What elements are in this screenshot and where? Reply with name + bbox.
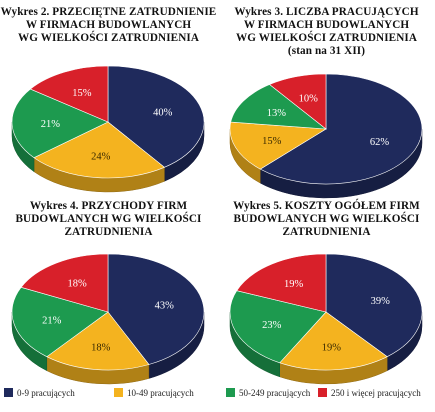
pie-chart: 40% 24% 21% 15%: [11, 65, 205, 193]
legend-item: 10-49 pracujących: [114, 388, 194, 398]
pie-slice: [33, 121, 166, 179]
pie-top: [11, 253, 205, 371]
pie-labels: 39% 19% 23% 19%: [262, 279, 390, 353]
pie-slice: [107, 65, 205, 168]
chart-title-line: Wykres 4. PRZYCHODY FIRM: [29, 200, 188, 212]
pie-slice-label: 21%: [42, 316, 62, 327]
chart-title-line: BUDOWLANYCH WG WIELKOŚCI: [15, 213, 202, 225]
chart-title: Wykres 4. PRZYCHODY FIRM BUDOWLANYCH WG …: [0, 200, 217, 239]
pie-labels: 62% 15% 13% 10%: [262, 94, 389, 149]
pie-slice-label: 18%: [91, 343, 111, 354]
pie-slice: [259, 73, 423, 185]
pie-slice: [11, 88, 109, 159]
pie-slice-label: 39%: [371, 296, 391, 307]
pie-slice-label: 21%: [41, 119, 61, 130]
legend-item: 50-249 pracujących: [226, 388, 310, 398]
pie-slice-label: 19%: [322, 343, 342, 354]
legend-label: 50-249 pracujących: [239, 388, 311, 398]
chart-title-line: Wykres 5. KOSZTY OGÓŁEM FIRM: [233, 200, 420, 212]
pie-slice-label: 15%: [262, 136, 282, 147]
legend-item: 250 i więcej pracujących: [318, 388, 421, 398]
chart-title-line: BUDOWLANYCH WG WIELKOŚCI: [233, 213, 420, 225]
pie-slice: [230, 84, 327, 130]
pie-slice-label: 18%: [68, 279, 88, 290]
chart-panel-wykres-2: Wykres 2. PRZECIĘTNE ZATRUDNIENIE W FIRM…: [0, 6, 217, 206]
pie-slice-label: 19%: [284, 279, 304, 290]
pie-slice: [325, 253, 423, 358]
pie-slice-label: 15%: [72, 88, 92, 99]
pie-top: [229, 253, 423, 371]
pie-slice-label: 24%: [91, 151, 111, 162]
pie-slice-label: 40%: [153, 108, 173, 119]
pie-slice-label: 62%: [370, 137, 390, 148]
pie-slice: [236, 253, 327, 313]
pie-chart: 39% 19% 23% 19%: [229, 253, 423, 385]
legend-item: 0-9 pracujących: [4, 388, 75, 398]
pie-chart: 62% 15% 13% 10%: [229, 73, 423, 199]
legend-label: 250 i więcej pracujących: [331, 388, 421, 398]
pie-slice-label: 13%: [267, 108, 287, 119]
pie-slice: [229, 121, 327, 170]
chart-title: Wykres 2. PRZECIĘTNE ZATRUDNIENIE W FIRM…: [0, 6, 217, 45]
chart-panel-wykres-5: Wykres 5. KOSZTY OGÓŁEM FIRM BUDOWLANYCH…: [218, 200, 435, 400]
pie-slice: [20, 253, 109, 313]
chart-title-line: WG WIELKOŚCI ZATRUDNIENIA: [17, 32, 200, 44]
chart-title-line: (stan na 31 XII): [287, 45, 366, 57]
pie-side-walls: [229, 311, 423, 385]
chart-title-line: W FIRMACH BUDOWLANYCH: [243, 19, 410, 31]
pie-slice: [107, 253, 205, 365]
pie-slice-label: 10%: [299, 94, 319, 105]
legend-label: 10-49 pracujących: [127, 388, 194, 398]
chart-title-line: Wykres 3. LICZBA PRACUJĄCYCH: [234, 6, 419, 18]
chart-title-line: W FIRMACH BUDOWLANYCH: [25, 19, 192, 31]
chart-title: Wykres 5. KOSZTY OGÓŁEM FIRM BUDOWLANYCH…: [218, 200, 435, 239]
pie-slice: [11, 286, 109, 358]
pie-slice-label: 43%: [155, 300, 175, 311]
chart-title-line: Wykres 2. PRZECIĘTNE ZATRUDNIENIE: [0, 6, 217, 18]
pie-top: [229, 73, 423, 185]
legend-swatch: [226, 388, 235, 397]
chart-title-line: WG WIELKOŚCI ZATRUDNIENIA: [235, 32, 418, 44]
pie-chart: 43% 18% 21% 18%: [11, 253, 205, 385]
legend-swatch: [114, 388, 123, 397]
legend-swatch: [4, 388, 13, 397]
chart-panel-wykres-3: Wykres 3. LICZBA PRACUJĄCYCH W FIRMACH B…: [218, 6, 435, 206]
pie-labels: 43% 18% 21% 18%: [42, 279, 174, 354]
pie-slice: [46, 311, 150, 371]
pie-slice: [268, 73, 327, 130]
pie-slice-label: 23%: [262, 320, 282, 331]
chart-panel-wykres-4: Wykres 4. PRZYCHODY FIRM BUDOWLANYCH WG …: [0, 200, 217, 400]
pie-slice: [279, 311, 388, 371]
pie-labels: 40% 24% 21% 15%: [41, 88, 173, 162]
chart-title-line: ZATRUDNIENIA: [282, 226, 371, 238]
pie-slice: [229, 290, 327, 364]
legend-swatch: [318, 388, 327, 397]
pie-top: [11, 65, 205, 179]
chart-title: Wykres 3. LICZBA PRACUJĄCYCH W FIRMACH B…: [218, 6, 435, 58]
pie-slice: [29, 65, 109, 123]
legend-label: 0-9 pracujących: [17, 388, 75, 398]
chart-title-line: ZATRUDNIENIA: [64, 226, 153, 238]
chart-legend: 0-9 pracujących 10-49 pracujących 50-249…: [0, 384, 435, 404]
